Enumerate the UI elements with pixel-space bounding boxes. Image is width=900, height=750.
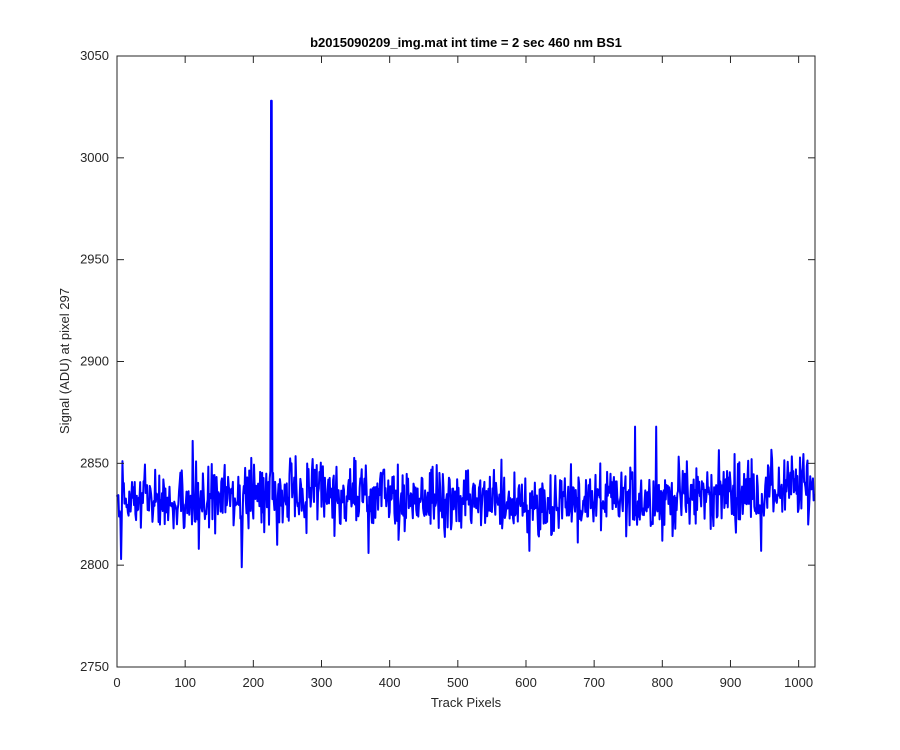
- y-axis-title: Signal (ADU) at pixel 297: [57, 288, 72, 434]
- y-tick-label: 2900: [80, 354, 109, 369]
- y-tick-label: 2950: [80, 252, 109, 267]
- x-axis-title: Track Pixels: [431, 695, 502, 710]
- x-tick-label: 200: [242, 675, 264, 690]
- x-tick-label: 0: [113, 675, 120, 690]
- plot-area: [116, 99, 816, 569]
- y-tick-label: 3050: [80, 48, 109, 63]
- y-tick-label: 2800: [80, 557, 109, 572]
- y-tick-label: 2750: [80, 659, 109, 674]
- x-tick-label: 600: [515, 675, 537, 690]
- x-tick-label: 500: [447, 675, 469, 690]
- x-tick-label: 300: [311, 675, 333, 690]
- x-tick-label: 700: [583, 675, 605, 690]
- chart-title: b2015090209_img.mat int time = 2 sec 460…: [310, 35, 622, 50]
- x-tick-label: 1000: [784, 675, 813, 690]
- x-tick-label: 800: [651, 675, 673, 690]
- axes-box: [116, 55, 816, 668]
- x-tick-label: 900: [720, 675, 742, 690]
- y-tick-label: 2850: [80, 455, 109, 470]
- y-tick-label: 3000: [80, 150, 109, 165]
- signal-series-line: [116, 99, 816, 569]
- x-tick-label: 100: [174, 675, 196, 690]
- x-tick-label: 400: [379, 675, 401, 690]
- axis-ticks: 0 100 200 300 400 500 600 700 800 900 1000 2750 2800…: [80, 48, 815, 690]
